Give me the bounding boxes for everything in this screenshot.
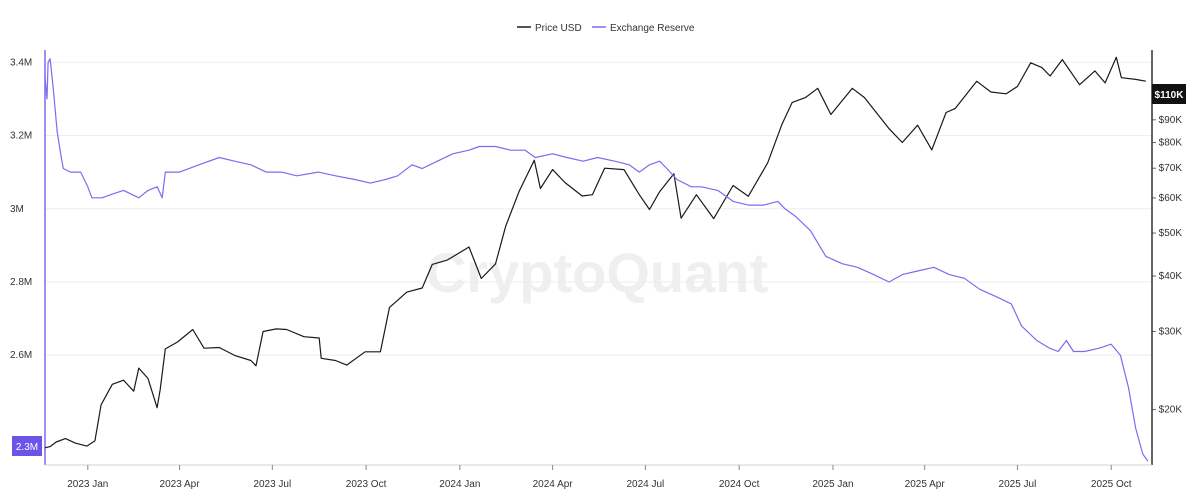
watermark: CryptoQuant <box>426 241 768 304</box>
left-current-badge: 2.3M <box>12 436 42 456</box>
x-axis-tick-label: 2025 Jan <box>812 479 853 490</box>
legend-price-label[interactable]: Price USD <box>535 23 582 34</box>
right-current-badge-text: $110K <box>1155 90 1185 101</box>
right-current-badge-bg <box>1152 84 1186 104</box>
exchange-reserve-line <box>44 58 1149 462</box>
right-axis-tick-label: $80K <box>1159 138 1183 149</box>
right-axis-tick-label: $60K <box>1159 193 1183 204</box>
x-axis-tick-label: 2023 Jan <box>67 479 108 490</box>
right-axis-tick-label: $50K <box>1159 228 1183 239</box>
x-axis-tick-label: 2025 Jul <box>999 479 1037 490</box>
left-axis-tick-label: 3M <box>10 204 24 215</box>
x-axis-tick-label: 2023 Oct <box>346 479 387 490</box>
price-usd-line <box>44 56 1147 449</box>
legend[interactable]: Price USD Exchange Reserve <box>517 23 695 34</box>
right-axis-tick-label: $30K <box>1159 326 1183 337</box>
left-axis-tick-label: 2.8M <box>10 277 32 288</box>
x-axis-tick-label: 2025 Oct <box>1091 479 1132 490</box>
right-current-badge: $110K <box>1152 84 1186 104</box>
right-axis-tick-label: $40K <box>1159 271 1183 282</box>
left-axis-tick-label: 2.6M <box>10 350 32 361</box>
right-axis-tick-label: $70K <box>1159 163 1183 174</box>
x-axis-tick-label: 2023 Apr <box>160 479 201 490</box>
left-current-badge-bg <box>12 436 42 456</box>
x-axis-tick-label: 2024 Oct <box>719 479 760 490</box>
right-axis-tick-label: $20K <box>1159 405 1183 416</box>
series-layer <box>44 56 1149 462</box>
x-axis-tick-label: 2024 Jan <box>439 479 480 490</box>
legend-reserve-label[interactable]: Exchange Reserve <box>610 23 695 34</box>
left-axis-tick-label: 3.4M <box>10 57 32 68</box>
grid-layer <box>45 61 1152 356</box>
axes-layer: 2.6M 2.8M 3M 3.2M 3.4M $20K $30K $40K $50K $60K $7… <box>10 50 1182 490</box>
left-axis-tick-label: 3.2M <box>10 131 32 142</box>
right-axis-tick-label: $90K <box>1159 115 1183 126</box>
x-axis-tick-label: 2025 Apr <box>905 479 946 490</box>
left-current-badge-text: 2.3M <box>16 442 38 453</box>
x-axis-tick-label: 2024 Apr <box>533 479 574 490</box>
x-axis-tick-label: 2024 Jul <box>626 479 664 490</box>
x-axis-tick-label: 2023 Jul <box>253 479 291 490</box>
